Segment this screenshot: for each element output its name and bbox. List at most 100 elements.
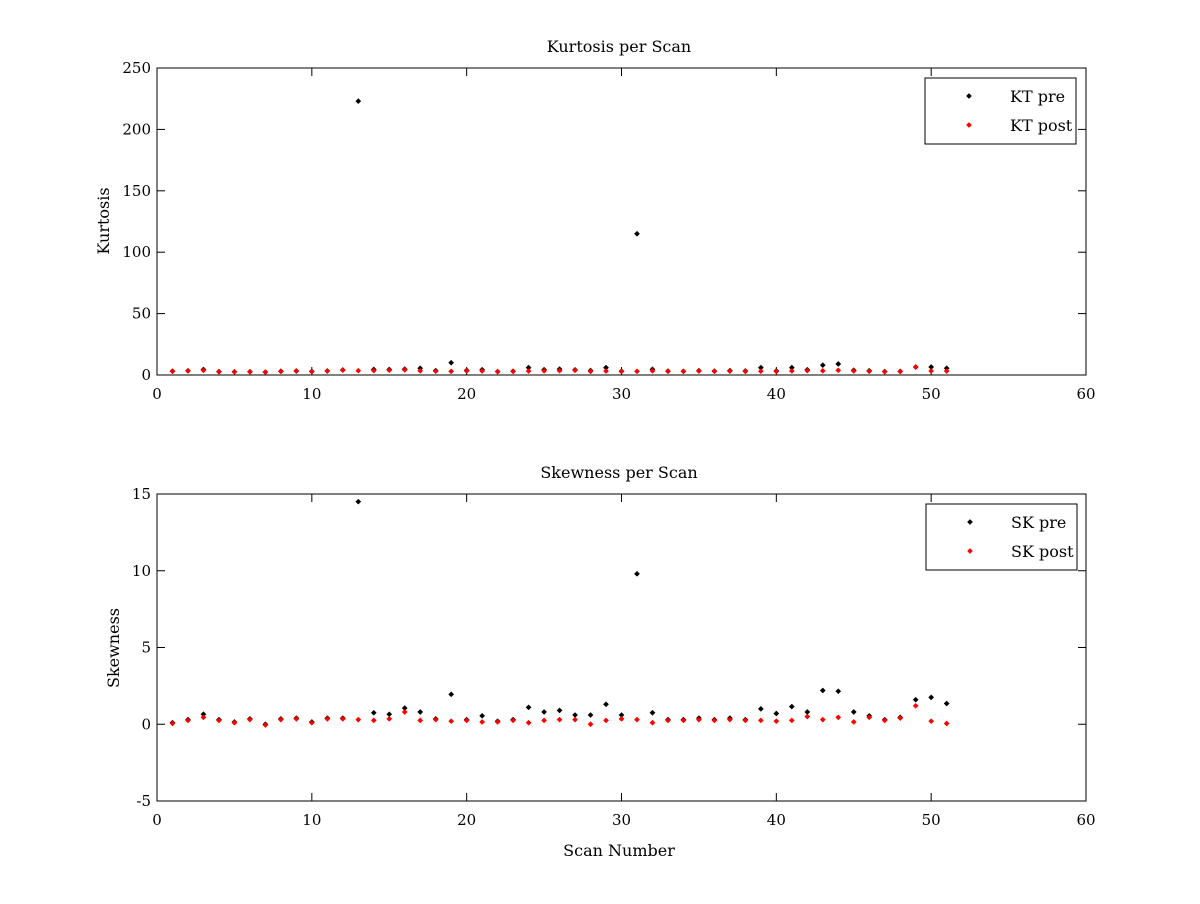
kurtosis-point-post xyxy=(556,367,563,374)
skewness-xlabel: Scan Number xyxy=(563,841,675,860)
kurtosis-xtick-label: 20 xyxy=(457,385,476,403)
skewness-point-pre xyxy=(943,700,950,707)
kurtosis-point-pre xyxy=(819,362,826,369)
skewness-point-post xyxy=(308,719,315,726)
skewness-series-post xyxy=(169,702,950,728)
kurtosis-point-post xyxy=(262,369,269,376)
skewness-point-post xyxy=(293,715,300,722)
kurtosis-point-post xyxy=(943,368,950,375)
skewness-point-pre xyxy=(556,707,563,714)
skewness-point-post xyxy=(742,717,749,724)
kurtosis-point-post xyxy=(525,368,532,375)
skewness-point-post xyxy=(401,709,408,715)
kurtosis-point-post xyxy=(664,368,671,375)
skewness-point-pre xyxy=(850,709,857,715)
skewness-xtick-label: 60 xyxy=(1076,811,1095,829)
kurtosis-point-post xyxy=(757,368,764,375)
kurtosis-point-post xyxy=(231,368,238,375)
kurtosis-ytick-label: 250 xyxy=(122,59,151,77)
skewness-point-pre xyxy=(788,703,795,710)
kurtosis-ytick-label: 50 xyxy=(132,305,151,323)
skewness-point-pre xyxy=(479,712,486,719)
skewness-point-post xyxy=(448,718,455,725)
kurtosis-point-post xyxy=(293,368,300,375)
skewness-series-pre xyxy=(169,498,950,728)
kurtosis-legend-label-post: KT post xyxy=(1010,116,1073,135)
skewness-point-pre xyxy=(525,704,532,711)
skewness-point-pre xyxy=(912,696,919,703)
kurtosis-xtick-label: 30 xyxy=(612,385,631,403)
skewness-point-post xyxy=(277,716,284,723)
skewness-point-post xyxy=(231,719,238,726)
kurtosis-point-post xyxy=(819,367,826,374)
skewness-point-pre xyxy=(773,710,780,717)
skewness-point-post xyxy=(246,716,253,723)
kurtosis-xtick-label: 60 xyxy=(1076,385,1095,403)
kurtosis-ytick-label: 0 xyxy=(141,366,151,384)
skewness-point-pre xyxy=(634,570,640,577)
skewness-point-pre xyxy=(819,687,826,694)
skewness-point-post xyxy=(757,717,764,724)
skewness-point-post xyxy=(680,717,687,724)
kurtosis-point-post xyxy=(726,368,733,375)
skewness-ytick-label: 10 xyxy=(132,562,151,580)
skewness-point-post xyxy=(618,715,625,722)
kurtosis-title: Kurtosis per Scan xyxy=(547,37,691,56)
kurtosis-xtick-label: 50 xyxy=(922,385,941,403)
skewness-xtick-label: 20 xyxy=(457,811,476,829)
skewness-xtick-label: 40 xyxy=(767,811,786,829)
skewness-point-pre xyxy=(370,709,377,716)
skewness-point-pre xyxy=(448,691,455,698)
kurtosis-point-post xyxy=(572,367,579,374)
skewness-point-post xyxy=(835,714,842,721)
kurtosis-ylabel: Kurtosis xyxy=(94,187,113,254)
skewness-point-pre xyxy=(417,709,424,715)
skewness-point-pre xyxy=(587,712,594,718)
kurtosis-point-post xyxy=(587,368,594,375)
skewness-point-post xyxy=(804,713,811,720)
skewness-point-post xyxy=(215,717,222,724)
skewness-panel: Skewness per Scan Skewness Scan Number 0… xyxy=(104,463,1096,860)
kurtosis-point-pre xyxy=(355,98,362,105)
skewness-point-post xyxy=(541,717,548,724)
kurtosis-xtick-label: 10 xyxy=(302,385,321,403)
skewness-ytick-label: 5 xyxy=(141,639,151,657)
kurtosis-point-post xyxy=(928,367,935,374)
kurtosis-point-post xyxy=(386,367,393,374)
kurtosis-legend: KT pre KT post xyxy=(924,77,1077,145)
kurtosis-point-post xyxy=(649,367,656,374)
skewness-xtick-label: 30 xyxy=(612,811,631,829)
skewness-point-post xyxy=(525,719,532,726)
skewness-point-pre xyxy=(603,701,609,708)
skewness-point-pre xyxy=(757,705,764,712)
kurtosis-ytick-label: 150 xyxy=(122,182,151,200)
skewness-point-post xyxy=(943,720,950,727)
kurtosis-point-post xyxy=(695,368,702,375)
kurtosis-panel: Kurtosis per Scan Kurtosis 0 10 20 30 40 50 60… xyxy=(94,37,1096,403)
skewness-legend-marker-pre xyxy=(967,519,973,525)
skewness-point-post xyxy=(664,717,671,724)
skewness-ytick-label: -5 xyxy=(136,792,151,810)
kurtosis-point-post xyxy=(866,368,873,375)
skewness-point-post xyxy=(711,717,718,724)
skewness-point-post xyxy=(587,721,594,728)
kurtosis-point-post xyxy=(912,364,919,370)
skewness-point-post xyxy=(432,716,439,723)
skewness-point-post xyxy=(850,718,857,725)
skewness-point-post xyxy=(881,717,888,724)
kurtosis-point-post xyxy=(370,367,377,374)
kurtosis-ytick-label: 100 xyxy=(122,243,151,261)
kurtosis-legend-box xyxy=(924,77,1077,145)
skewness-point-post xyxy=(370,717,377,724)
skewness-point-post xyxy=(355,716,362,723)
kurtosis-legend-marker-post xyxy=(966,122,972,128)
skewness-point-post xyxy=(897,715,904,722)
skewness-point-post xyxy=(324,715,331,722)
kurtosis-point-post xyxy=(850,367,857,374)
skewness-point-post xyxy=(695,716,702,723)
skewness-point-post xyxy=(603,717,609,724)
kurtosis-point-post xyxy=(324,368,331,375)
skewness-point-post xyxy=(788,717,795,724)
kurtosis-point-post xyxy=(277,368,284,375)
